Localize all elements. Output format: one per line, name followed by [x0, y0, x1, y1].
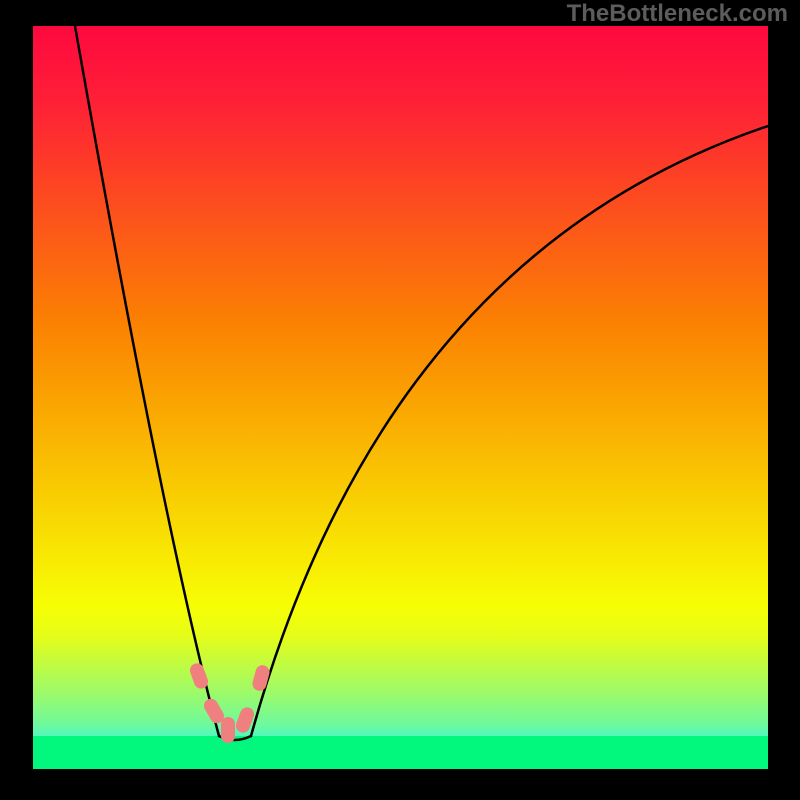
chart-plot-area	[33, 26, 768, 769]
watermark-text: TheBottleneck.com	[567, 0, 788, 28]
bottleneck-curve	[75, 26, 219, 736]
data-point-marker	[221, 717, 235, 743]
bottleneck-curve	[251, 126, 768, 736]
curves-layer	[33, 26, 768, 769]
